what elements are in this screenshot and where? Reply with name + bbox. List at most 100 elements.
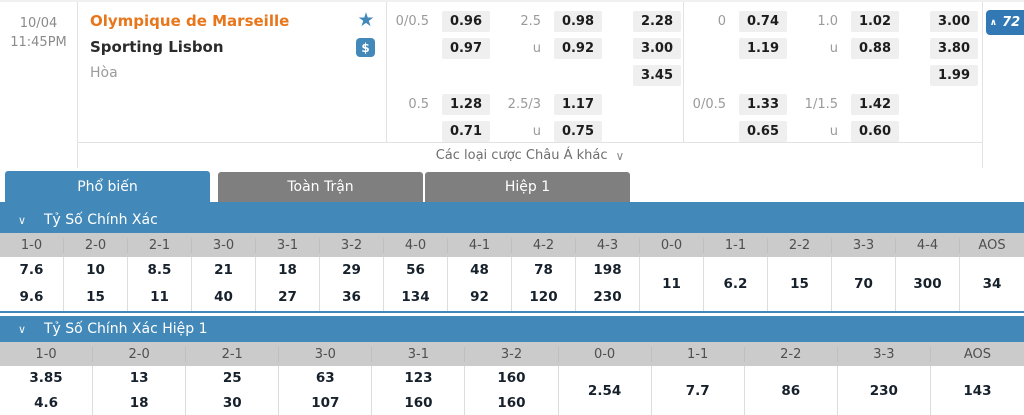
tabs-underline xyxy=(0,202,1024,207)
chevron-down-icon: ∨ xyxy=(17,213,27,227)
ft-alt-ou-under-odds-button[interactable]: 0.75 xyxy=(554,121,602,142)
fh-alt-hdp-home-odds-button[interactable]: 1.33 xyxy=(739,94,787,115)
score-col-header: 2-2 xyxy=(745,346,838,362)
score-odds-cell[interactable]: 34 xyxy=(982,276,1002,292)
score-odds-cell[interactable]: 13 18 xyxy=(93,366,187,415)
score-odds-cell[interactable]: 70 xyxy=(832,257,896,311)
score-col-header: AOS xyxy=(963,346,992,362)
score-odds-cell[interactable]: 7.6 9.6 xyxy=(0,257,64,311)
dollar-badge-icon[interactable]: $ xyxy=(356,38,375,57)
market-tabs: Phổ biến Toàn Trận Hiệp 1 xyxy=(0,170,1024,207)
fh-alt-ou-under-odds-button[interactable]: 0.60 xyxy=(851,121,899,142)
score-odds-cell[interactable]: 143 xyxy=(963,383,992,399)
correct-score-half-odds-grid: 3.85 4.6 13 18 25 30 63 107 123 160 160 160 2.… xyxy=(0,366,1024,415)
ft-alt-ou-over-odds-button[interactable]: 1.17 xyxy=(554,94,602,115)
more-asian-bets-label: Các loại cược Châu Á khác xyxy=(435,148,608,163)
score-col-header: 4-1 xyxy=(448,237,512,253)
tab-popular[interactable]: Phổ biến xyxy=(5,171,210,207)
ft-ou-over-odds-button[interactable]: 0.98 xyxy=(554,11,602,32)
ft-1x2-draw-odds-button[interactable]: 3.45 xyxy=(633,65,681,86)
score-col-header: 4-3 xyxy=(576,237,640,253)
tab-first-half[interactable]: Hiệp 1 xyxy=(425,172,630,202)
correct-score-header[interactable]: ∨ Tỷ Số Chính Xác xyxy=(0,207,1024,233)
score-odds-cell[interactable]: 86 xyxy=(745,366,838,415)
score-odds-cell[interactable]: 7.7 xyxy=(652,366,745,415)
away-team-name: Sporting Lisbon xyxy=(90,38,224,56)
score-col-header: 3-3 xyxy=(832,237,896,253)
score-odds-cell[interactable]: 48 92 xyxy=(448,257,512,311)
score-odds-cell[interactable]: 21 40 xyxy=(192,257,256,311)
score-col-header: 2-2 xyxy=(768,237,832,253)
draw-label: Hòa xyxy=(90,65,118,81)
more-asian-bets-expander[interactable]: Các loại cược Châu Á khác ∨ xyxy=(78,142,982,168)
fh-hdp-line: 0 xyxy=(717,14,726,29)
fh-1x2-away-odds-button[interactable]: 3.80 xyxy=(930,38,978,59)
score-odds-cell[interactable]: 160 160 xyxy=(465,366,559,415)
score-col-header: 3-0 xyxy=(279,346,373,362)
score-odds-cell[interactable]: 25 30 xyxy=(186,366,280,415)
score-col-header: 3-1 xyxy=(372,346,466,362)
chevron-up-icon: ∧ xyxy=(989,17,998,28)
fh-ou-over-odds-button[interactable]: 1.02 xyxy=(851,11,899,32)
fh-1x2-home-odds-button[interactable]: 3.00 xyxy=(930,11,978,32)
fh-ou-line: 1.0 xyxy=(817,14,838,29)
match-date: 10/04 xyxy=(19,16,58,31)
ft-hdp-away-odds-button[interactable]: 0.97 xyxy=(442,38,490,59)
fh-1x2-draw-odds-button[interactable]: 1.99 xyxy=(930,65,978,86)
fh-hdp-home-odds-button[interactable]: 0.74 xyxy=(739,11,787,32)
score-col-header: 3-1 xyxy=(256,237,320,253)
ft-alt-ou-line: 2.5/3 xyxy=(507,97,541,112)
score-col-header: 4-4 xyxy=(896,237,960,253)
score-odds-cell[interactable]: 29 36 xyxy=(320,257,384,311)
correct-score-half-header[interactable]: ∨ Tỷ Số Chính Xác Hiệp 1 xyxy=(0,316,1024,342)
score-col-header: 2-1 xyxy=(186,346,280,362)
score-odds-cell[interactable]: 15 xyxy=(768,257,832,311)
ft-1x2-away-odds-button[interactable]: 3.00 xyxy=(633,38,681,59)
score-odds-cell[interactable]: 18 27 xyxy=(256,257,320,311)
favorite-star-icon[interactable]: ★ xyxy=(357,9,375,31)
ft-1x2-home-odds-button[interactable]: 2.28 xyxy=(633,11,681,32)
score-col-header: 3-2 xyxy=(465,346,559,362)
tab-full-match[interactable]: Toàn Trận xyxy=(218,172,423,202)
fh-under-label: u xyxy=(829,41,838,56)
ft-ou-under-odds-button[interactable]: 0.92 xyxy=(554,38,602,59)
score-col-header: 0-0 xyxy=(640,237,704,253)
fh-hdp-away-odds-button[interactable]: 1.19 xyxy=(739,38,787,59)
score-col-header: 4-0 xyxy=(384,237,448,253)
score-odds-cell[interactable]: 63 107 xyxy=(279,366,373,415)
ft-alt-hdp-away-odds-button[interactable]: 0.71 xyxy=(442,121,490,142)
score-odds-cell[interactable]: 198 230 xyxy=(576,257,640,311)
score-odds-cell[interactable]: 123 160 xyxy=(372,366,466,415)
markets-count-column: ∧ 72 xyxy=(982,2,1024,168)
score-col-header: 2-1 xyxy=(128,237,192,253)
fh-alt-hdp-away-odds-button[interactable]: 0.65 xyxy=(739,121,787,142)
score-odds-cell[interactable]: 10 15 xyxy=(64,257,128,311)
score-odds-cell[interactable]: 3.85 4.6 xyxy=(0,366,94,415)
score-odds-cell[interactable]: 6.2 xyxy=(704,257,768,311)
correct-score-section: ∨ Tỷ Số Chính Xác 1-0 2-0 2-1 3-0 3-1 3-… xyxy=(0,207,1024,313)
teams-panel: Olympique de Marseille Sporting Lisbon H… xyxy=(78,2,386,142)
correct-score-title: Tỷ Số Chính Xác xyxy=(44,212,158,228)
ft-under-label: u xyxy=(532,41,541,56)
score-odds-cell[interactable]: 8.5 11 xyxy=(128,257,192,311)
score-odds-cell[interactable]: 78 120 xyxy=(512,257,576,311)
markets-count-badge[interactable]: ∧ 72 xyxy=(986,10,1024,35)
fh-ou-under-odds-button[interactable]: 0.88 xyxy=(851,38,899,59)
score-odds-cell[interactable]: 56 134 xyxy=(384,257,448,311)
fh-alt-under-label: u xyxy=(829,124,838,139)
score-odds-cell[interactable]: 230 xyxy=(838,366,931,415)
score-odds-cell[interactable]: 11 xyxy=(640,257,704,311)
ft-hdp-line: 0/0.5 xyxy=(395,14,429,29)
score-col-header: 1-1 xyxy=(652,346,745,362)
ft-hdp-home-odds-button[interactable]: 0.96 xyxy=(442,11,490,32)
score-col-header: 4-2 xyxy=(512,237,576,253)
score-col-header: 1-0 xyxy=(0,237,64,253)
home-team-name: Olympique de Marseille xyxy=(90,12,290,30)
score-col-header: 0-0 xyxy=(559,346,652,362)
ft-ou-line: 2.5 xyxy=(520,14,541,29)
ft-alt-hdp-home-odds-button[interactable]: 1.28 xyxy=(442,94,490,115)
fulltime-odds-group: 0/0.5 0.96 2.5 0.98 2.28 0.97 u 0.92 3.0… xyxy=(386,2,683,142)
score-odds-cell[interactable]: 300 xyxy=(896,257,960,311)
fh-alt-ou-over-odds-button[interactable]: 1.42 xyxy=(851,94,899,115)
score-odds-cell[interactable]: 2.54 xyxy=(559,366,652,415)
